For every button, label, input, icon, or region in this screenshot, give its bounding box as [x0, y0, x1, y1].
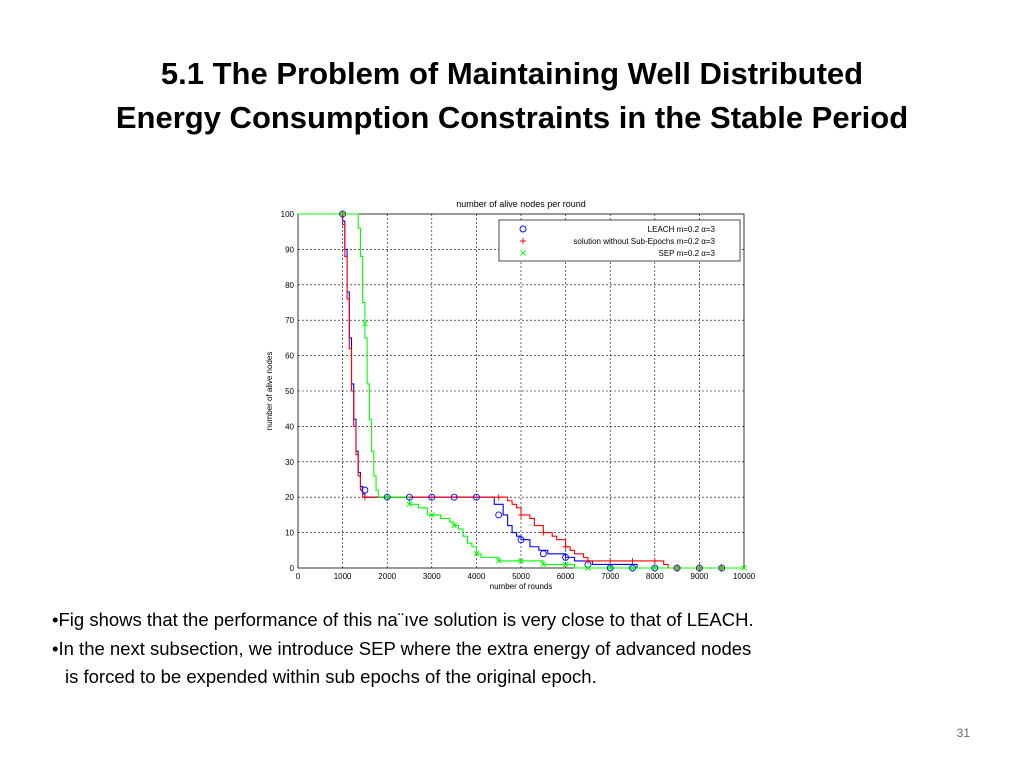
y-tick-label: 70: [285, 316, 294, 325]
y-tick-label: 50: [285, 387, 294, 396]
y-axis-label: number of alive nodes: [265, 352, 274, 431]
axis-ticks: 0 1000 2000 3000 4000 5000 6000 7000 8000 9000 100…: [281, 210, 756, 581]
data-point-without-subepochs: [361, 494, 368, 501]
legend-marker-without-subepochs: [520, 238, 526, 244]
data-point-sep: [741, 565, 747, 571]
data-point-without-subepochs: [562, 543, 569, 550]
bullet-list: •Fig shows that the performance of this …: [52, 606, 992, 692]
data-point-leach: [606, 564, 614, 572]
title-line-1: 5.1 The Problem of Maintaining Well Dist…: [160, 56, 864, 91]
data-point-leach: [406, 493, 413, 501]
data-point-without-subepochs: [540, 529, 547, 536]
y-tick-label: 10: [285, 529, 294, 538]
series-line-without-subepochs: [298, 213, 744, 569]
x-tick-label: 10000: [733, 572, 756, 581]
data-point-without-subepochs: [584, 557, 591, 564]
data-point-sep: [585, 565, 591, 571]
data-point-sep: [518, 558, 524, 564]
data-point-sep: [495, 558, 502, 564]
series-line-sep: [298, 213, 744, 569]
x-tick-label: 7000: [601, 572, 619, 581]
x-tick-label: 5000: [512, 572, 530, 581]
data-point-sep: [339, 211, 346, 217]
data-point-leach: [629, 564, 636, 572]
data-point-leach: [472, 493, 480, 501]
grid-lines: [298, 214, 744, 568]
data-point-sep: [562, 561, 569, 568]
legend-label-leach: LEACH m=0.2 α=3: [648, 225, 716, 234]
bullet-continuation: is forced to be expended within sub epoc…: [65, 666, 597, 687]
y-tick-label: 40: [285, 422, 294, 431]
legend-label-sep: SEP m=0.2 α=3: [658, 249, 715, 258]
bullet-text: In the next subsection, we introduce SEP…: [58, 637, 752, 659]
data-point-leach: [495, 511, 503, 519]
series-markers: [339, 210, 747, 572]
y-tick-label: 90: [285, 245, 294, 254]
data-point-leach: [517, 536, 525, 544]
bullet-item: •In the next subsection, we introduce SE…: [52, 635, 992, 664]
data-point-leach: [361, 486, 369, 494]
bullet-marker: •: [52, 637, 59, 659]
x-tick-label: 2000: [378, 572, 396, 581]
data-point-sep: [629, 565, 636, 571]
y-tick-label: 80: [285, 281, 294, 290]
data-point-sep: [651, 565, 658, 571]
data-point-sep: [607, 565, 614, 571]
x-tick-label: 8000: [646, 572, 664, 581]
data-point-leach: [562, 553, 570, 561]
legend-symbol-sep: [520, 250, 526, 256]
legend-marker-sep: [520, 250, 526, 256]
legend-label-without-subepochs: solution without Sub-Epochs m=0.2 α=3: [573, 237, 715, 246]
data-point-sep: [406, 501, 413, 508]
bullet-marker: •: [52, 609, 59, 630]
x-tick-label: 4000: [468, 572, 486, 581]
data-point-sep: [696, 565, 703, 571]
data-point-sep: [540, 561, 547, 568]
chart-title: number of alive nodes per round: [456, 199, 586, 209]
data-point-leach: [428, 493, 436, 501]
legend-box: [498, 219, 741, 262]
data-point-leach: [450, 493, 458, 501]
data-point-sep: [428, 512, 435, 518]
y-tick-label: 100: [281, 210, 295, 219]
x-axis-label: number of rounds: [490, 582, 553, 591]
data-point-sep: [473, 551, 480, 557]
series-lines: [298, 213, 744, 569]
data-point-sep: [674, 565, 680, 571]
y-tick-label: 0: [290, 564, 295, 573]
data-point-leach: [383, 493, 391, 501]
x-tick-label: 3000: [423, 572, 441, 581]
x-tick-label: 9000: [691, 572, 709, 581]
data-point-sep: [384, 494, 391, 501]
x-tick-label: 0: [296, 572, 301, 581]
page-number: 31: [956, 726, 970, 740]
data-point-without-subepochs: [607, 557, 614, 564]
title-line-2: Energy Consumption Constraints in the St…: [115, 100, 909, 135]
data-point-without-subepochs: [651, 557, 658, 564]
data-point-sep: [718, 565, 725, 571]
x-tick-label: 1000: [334, 572, 352, 581]
y-tick-label: 30: [285, 458, 294, 467]
x-tick-label: 6000: [557, 572, 575, 581]
data-point-without-subepochs: [518, 511, 524, 518]
bullet-text: Fig shows that the performance of this n…: [58, 609, 754, 630]
slide-title: 5.1 The Problem of Maintaining Well Dist…: [0, 52, 1024, 140]
bullet-item: •Fig shows that the performance of this …: [52, 606, 992, 635]
data-point-sep: [362, 320, 368, 327]
data-point-leach: [651, 564, 659, 572]
data-point-without-subepochs: [629, 557, 636, 564]
y-tick-label: 20: [285, 493, 294, 502]
data-point-without-subepochs: [495, 494, 502, 501]
legend-symbol-without-subepochs: [520, 238, 526, 244]
legend: LEACH m=0.2 α=3 solution without Sub-Epo…: [498, 219, 741, 262]
y-tick-label: 60: [285, 352, 294, 361]
alive-nodes-chart: 0 1000 2000 3000 4000 5000 6000 7000 8000 9000 100…: [255, 192, 775, 592]
legend-symbol-leach: [519, 225, 527, 233]
legend-marker-leach: [519, 225, 527, 233]
data-point-sep: [451, 522, 457, 529]
data-point-leach: [539, 550, 547, 558]
